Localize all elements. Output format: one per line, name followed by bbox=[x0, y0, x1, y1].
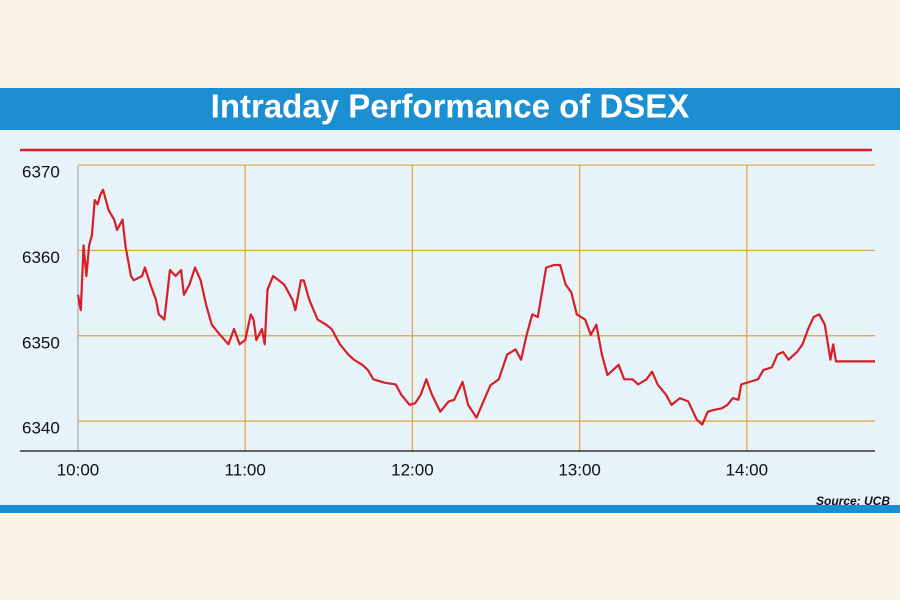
chart-title: Intraday Performance of DSEX bbox=[211, 88, 690, 125]
y-tick-label: 6370 bbox=[22, 163, 60, 182]
x-tick-label: 10:00 bbox=[57, 460, 100, 479]
x-tick-label: 13:00 bbox=[558, 460, 601, 479]
bottom-bar bbox=[0, 505, 900, 513]
source: Source: UCB bbox=[816, 494, 890, 508]
title-bar bbox=[0, 88, 900, 130]
plot-panel bbox=[0, 130, 900, 505]
y-tick-label: 6350 bbox=[22, 333, 60, 352]
y-tick-label: 6340 bbox=[22, 419, 60, 438]
y-tick-label: 6360 bbox=[22, 248, 60, 267]
data-line bbox=[76, 188, 875, 426]
x-tick-label: 11:00 bbox=[225, 460, 266, 479]
x-tick-label: 12:00 bbox=[391, 460, 434, 479]
x-tick-label: 14:00 bbox=[726, 460, 769, 479]
